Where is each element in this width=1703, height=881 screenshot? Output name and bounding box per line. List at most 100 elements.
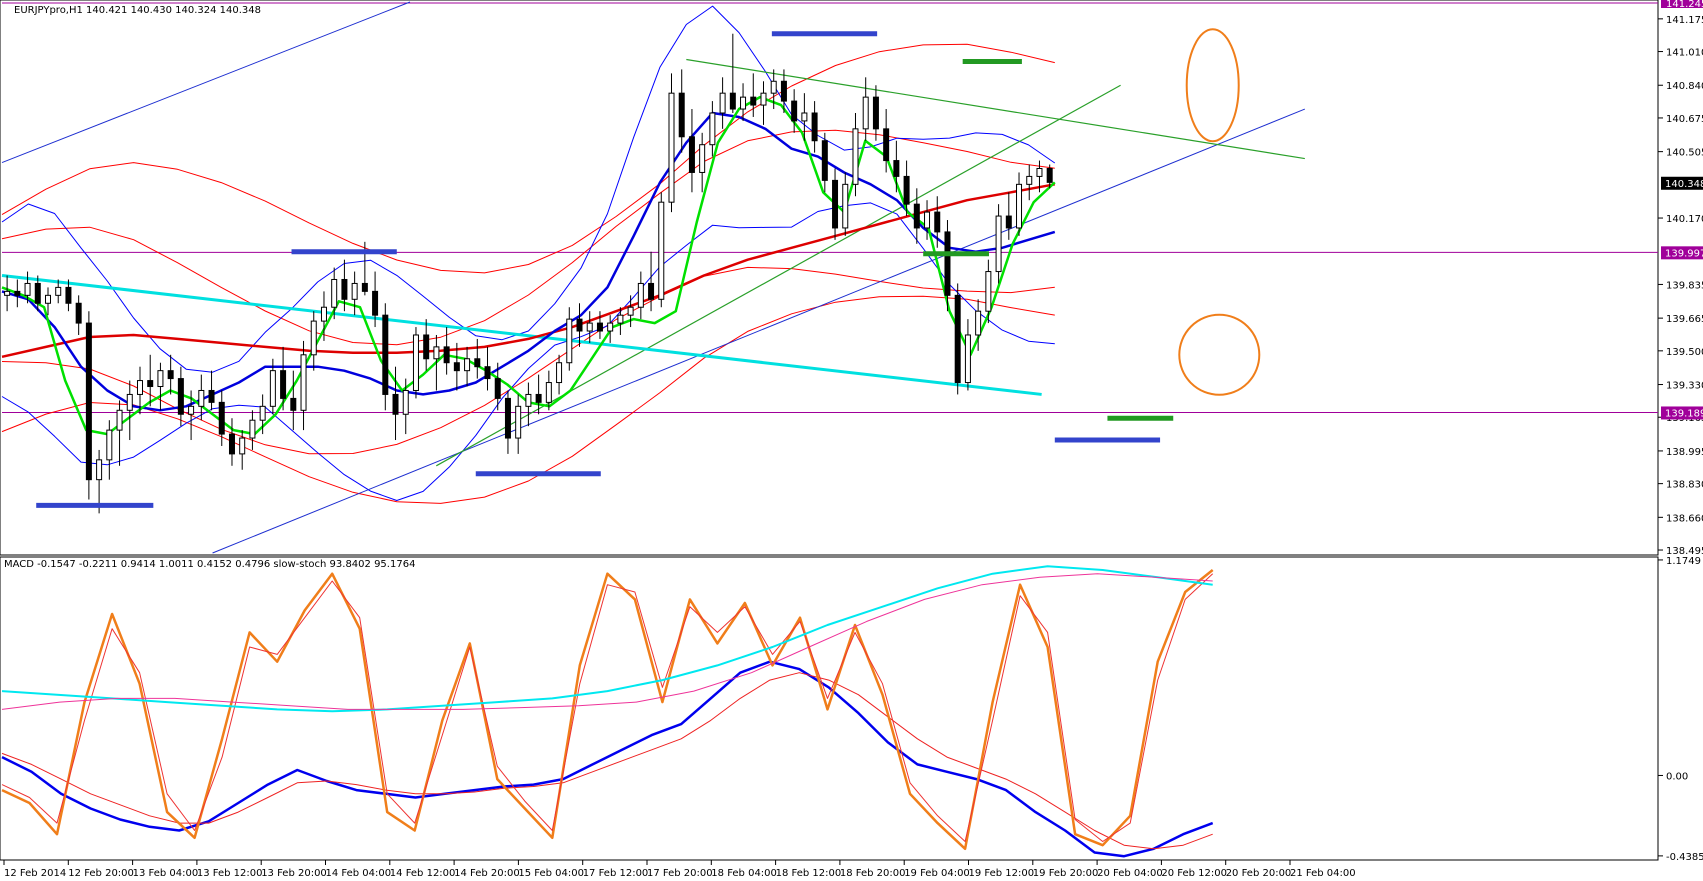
candle[interactable] <box>484 346 491 391</box>
candle[interactable] <box>1005 192 1012 240</box>
candle[interactable] <box>934 196 941 248</box>
candle[interactable] <box>269 358 276 415</box>
candle[interactable] <box>249 410 256 450</box>
candle[interactable] <box>1036 160 1043 193</box>
candle[interactable] <box>157 362 164 411</box>
candle[interactable] <box>351 271 358 316</box>
candle[interactable] <box>699 132 706 193</box>
candle[interactable] <box>556 354 563 395</box>
candle[interactable] <box>402 378 409 435</box>
candle[interactable] <box>65 279 72 312</box>
candle[interactable] <box>4 275 11 312</box>
candle[interactable] <box>372 271 379 328</box>
candle[interactable] <box>862 77 869 141</box>
trendline-blue-lower[interactable] <box>212 108 1306 554</box>
candle[interactable] <box>770 69 777 110</box>
candle[interactable] <box>729 33 736 113</box>
candle[interactable] <box>872 85 879 141</box>
trendline-blue-upper[interactable] <box>1 1 411 164</box>
candle[interactable] <box>791 89 798 133</box>
candle[interactable] <box>494 362 501 411</box>
candle[interactable] <box>320 291 327 341</box>
candle[interactable] <box>126 380 133 441</box>
candle[interactable] <box>535 374 542 415</box>
candle[interactable] <box>392 366 399 441</box>
candle[interactable] <box>975 299 982 351</box>
candle[interactable] <box>198 374 205 421</box>
candle[interactable] <box>903 160 910 217</box>
candle[interactable] <box>228 418 235 466</box>
candle[interactable] <box>617 307 624 335</box>
candle[interactable] <box>310 311 317 371</box>
trendline-cyan[interactable] <box>1 274 1042 396</box>
candle[interactable] <box>913 188 920 244</box>
candle[interactable] <box>280 346 287 411</box>
candle[interactable] <box>801 93 808 141</box>
candle[interactable] <box>596 311 603 339</box>
ellipse-annotation-lower[interactable] <box>1178 313 1261 396</box>
candle[interactable] <box>709 101 716 157</box>
candle[interactable] <box>964 319 971 391</box>
candle[interactable] <box>832 168 839 240</box>
candle[interactable] <box>566 307 573 371</box>
ellipse-annotation-upper[interactable] <box>1185 28 1240 143</box>
candle[interactable] <box>883 109 890 173</box>
candle[interactable] <box>433 334 440 391</box>
candle[interactable] <box>1046 164 1053 189</box>
candle[interactable] <box>177 366 184 427</box>
candle[interactable] <box>852 112 859 197</box>
candle[interactable] <box>944 220 951 312</box>
candle[interactable] <box>75 295 82 335</box>
candle[interactable] <box>545 370 552 411</box>
candle[interactable] <box>515 394 522 454</box>
candle[interactable] <box>24 271 31 304</box>
candle[interactable] <box>740 83 747 121</box>
candle[interactable] <box>474 338 481 379</box>
candle[interactable] <box>1026 164 1033 201</box>
candle[interactable] <box>811 101 818 153</box>
candle[interactable] <box>719 77 726 129</box>
candle[interactable] <box>576 303 583 347</box>
candle[interactable] <box>14 279 21 308</box>
candle[interactable] <box>106 420 113 480</box>
trendline-green-upper[interactable] <box>686 58 1305 160</box>
candle[interactable] <box>96 449 103 514</box>
candle[interactable] <box>985 259 992 324</box>
candle[interactable] <box>136 366 143 415</box>
candle[interactable] <box>188 390 195 441</box>
candle[interactable] <box>627 295 634 328</box>
candle[interactable] <box>443 327 450 375</box>
main-chart[interactable] <box>1 1 1658 554</box>
candle[interactable] <box>412 327 419 399</box>
candle[interactable] <box>464 346 471 387</box>
candle[interactable] <box>331 267 338 320</box>
candle[interactable] <box>85 311 92 500</box>
candle[interactable] <box>55 279 62 304</box>
candle[interactable] <box>504 390 511 454</box>
candle[interactable] <box>116 400 123 466</box>
candle[interactable] <box>954 283 961 395</box>
candle[interactable] <box>525 382 532 427</box>
candle[interactable] <box>607 315 614 343</box>
candle[interactable] <box>995 204 1002 284</box>
candle[interactable] <box>259 394 266 435</box>
candle[interactable] <box>239 430 246 470</box>
candle[interactable] <box>34 275 41 312</box>
candle[interactable] <box>341 259 348 312</box>
candle[interactable] <box>423 319 430 371</box>
candle[interactable] <box>586 311 593 343</box>
candle[interactable] <box>167 354 174 395</box>
candle[interactable] <box>147 354 154 407</box>
candle[interactable] <box>648 251 655 312</box>
candle[interactable] <box>1016 172 1023 236</box>
candle[interactable] <box>668 73 675 213</box>
candle[interactable] <box>688 109 695 193</box>
candle[interactable] <box>750 73 757 117</box>
candle[interactable] <box>300 340 307 431</box>
candle[interactable] <box>218 390 225 446</box>
candle[interactable] <box>821 132 828 193</box>
candle[interactable] <box>44 287 51 316</box>
candle[interactable] <box>453 342 460 391</box>
candle[interactable] <box>382 303 389 411</box>
candle[interactable] <box>678 69 685 153</box>
